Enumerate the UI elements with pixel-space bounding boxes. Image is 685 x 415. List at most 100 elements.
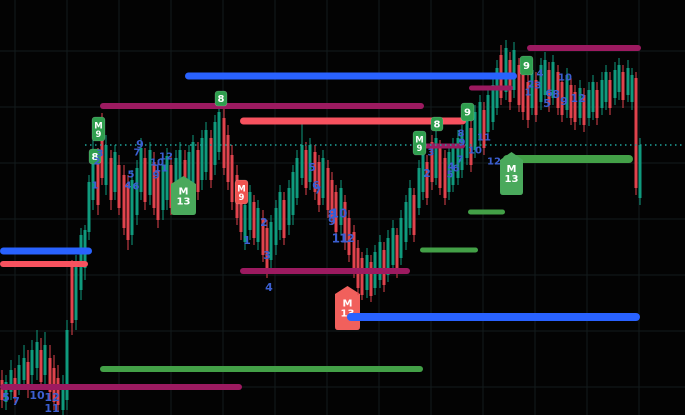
candle — [122, 165, 126, 235]
td-badge-m13: M13 — [171, 176, 196, 215]
candle-body — [517, 65, 521, 105]
candle — [165, 148, 169, 210]
candle-body — [308, 145, 312, 182]
candle-body — [573, 92, 577, 122]
candle-body — [508, 60, 512, 102]
candle — [425, 155, 429, 205]
candle — [152, 152, 156, 215]
candle-body — [560, 82, 564, 115]
td-badge-m13: M13 — [500, 152, 523, 195]
candle — [39, 338, 43, 390]
td-badge-8: 8 — [214, 90, 228, 107]
candle-body — [96, 158, 100, 205]
candle-body — [26, 362, 30, 390]
td-badge-m13-label: M — [343, 299, 353, 310]
level-line-blue[interactable] — [185, 72, 517, 80]
td-badge-m13-shape — [500, 152, 523, 195]
candle — [517, 58, 521, 112]
candle-body — [565, 75, 569, 110]
candle — [404, 195, 408, 250]
candle-body — [578, 88, 582, 118]
td-count: 10 — [29, 389, 45, 402]
candle — [339, 180, 343, 235]
level-line-green[interactable] — [420, 247, 478, 253]
candle-body — [626, 68, 630, 95]
level-line-salmon[interactable] — [0, 261, 88, 267]
candle-body — [408, 188, 412, 228]
td-count: 4 — [537, 69, 544, 80]
candle-body — [591, 82, 595, 112]
candle-body — [239, 190, 243, 232]
td-count: 3 — [263, 249, 271, 262]
candle-body — [613, 70, 617, 98]
level-line-magenta[interactable] — [240, 268, 410, 274]
td-count: 7 — [12, 395, 20, 408]
candle — [35, 330, 39, 380]
candle-body — [378, 242, 382, 280]
candle-body — [317, 162, 321, 205]
candle-body — [638, 145, 642, 198]
td-count: 2 — [94, 157, 101, 168]
candle-body — [617, 65, 621, 92]
candle-body — [217, 112, 221, 152]
level-line-magenta[interactable] — [100, 103, 424, 109]
level-line-green[interactable] — [100, 366, 423, 372]
candle-body — [243, 205, 247, 242]
candle-body — [587, 90, 591, 118]
candle-body — [204, 130, 208, 172]
td-badge-m9-label: 9 — [96, 130, 102, 140]
candle-body — [352, 232, 356, 270]
candle-body — [304, 150, 308, 188]
candle-body — [130, 180, 134, 235]
td-badge-8: 8 — [430, 116, 444, 132]
candle-body — [248, 192, 252, 230]
candle — [308, 138, 312, 190]
level-line-magenta[interactable] — [469, 85, 513, 91]
candle-body — [343, 202, 347, 242]
candle-body — [539, 65, 543, 102]
td-badge-8-label: 8 — [218, 94, 225, 105]
level-line-magenta[interactable] — [423, 143, 465, 149]
candle — [634, 72, 638, 195]
td-count: 3 — [535, 81, 542, 92]
td-count: 6 — [546, 89, 553, 100]
level-line-magenta[interactable] — [527, 45, 641, 51]
candle-body — [547, 70, 551, 105]
candle-body — [421, 155, 425, 192]
level-line-green[interactable] — [468, 209, 505, 215]
candle-body — [412, 195, 416, 235]
td-count: 6 — [133, 182, 140, 193]
candle-body — [382, 250, 386, 285]
candle — [356, 240, 360, 295]
candle-body — [209, 138, 213, 180]
candle — [591, 75, 595, 120]
candle-body — [473, 112, 477, 150]
td-count: 12 — [159, 152, 173, 163]
level-line-green[interactable] — [503, 155, 633, 163]
td-badge-8: 8 — [88, 148, 102, 165]
level-line-magenta[interactable] — [0, 384, 242, 390]
level-line-blue[interactable] — [0, 247, 92, 255]
td-badge-m9: M9 — [234, 179, 249, 205]
candle — [43, 332, 47, 385]
td-badge-8-label: 8 — [434, 120, 441, 131]
candle-body — [469, 128, 473, 165]
candle-body — [252, 202, 256, 238]
candle — [608, 72, 612, 115]
td-count: 6 — [453, 164, 460, 175]
candle-body — [512, 50, 516, 90]
candle-body — [161, 165, 165, 210]
candle — [200, 130, 204, 190]
td-badge-8-label: 8 — [92, 152, 99, 163]
td-count: 4 — [125, 181, 132, 192]
candle-body — [295, 158, 299, 198]
td-count: 9 — [560, 95, 568, 108]
candle-body — [526, 82, 530, 120]
candle — [391, 220, 395, 272]
candle — [621, 65, 625, 108]
level-line-salmon[interactable] — [240, 117, 466, 125]
candle-body — [604, 72, 608, 102]
candle-body — [321, 158, 325, 198]
level-line-blue[interactable] — [347, 313, 640, 321]
